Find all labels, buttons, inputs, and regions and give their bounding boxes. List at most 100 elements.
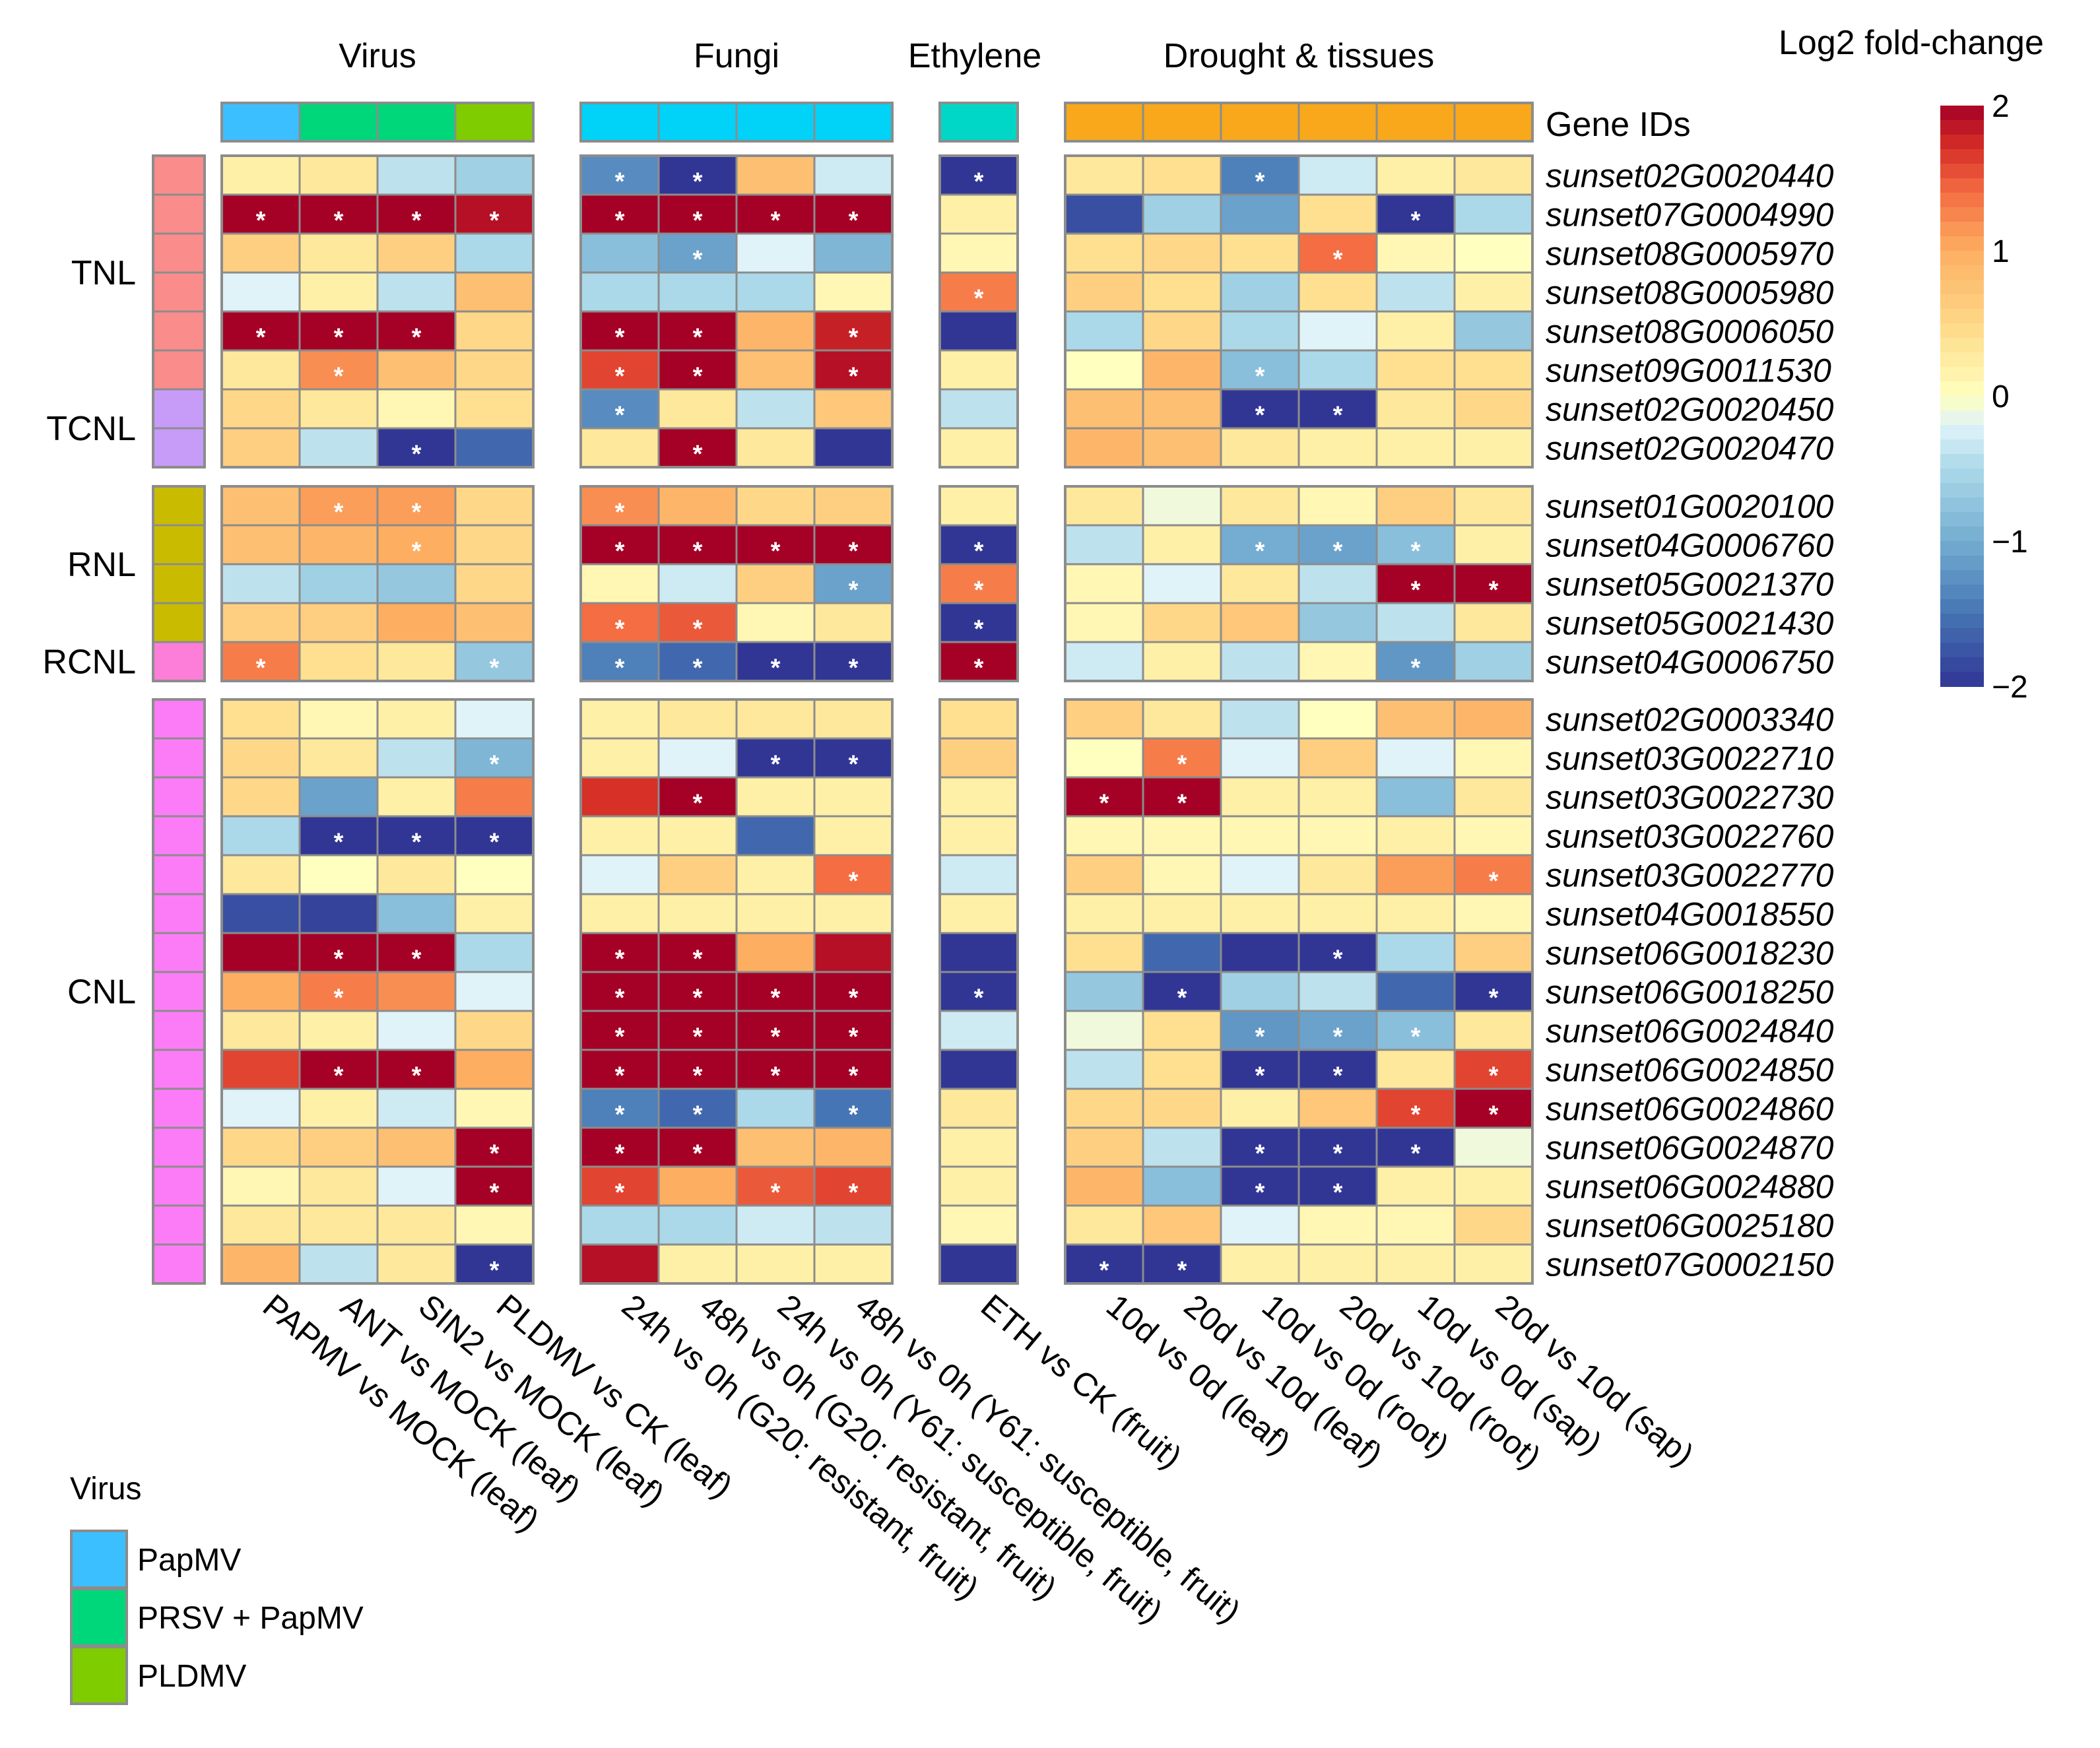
heatmap-cell [376, 971, 457, 1012]
significance-star: * [849, 538, 859, 566]
heatmap-cell [1375, 1204, 1456, 1246]
heatmap-cell [735, 698, 816, 740]
heatmap-cell [1297, 698, 1378, 740]
heatmap-cell [1064, 641, 1144, 682]
heatmap-cell [1220, 602, 1300, 643]
heatmap-cell [1297, 349, 1378, 391]
heatmap-cell [1220, 971, 1300, 1012]
significance-star: * [771, 751, 781, 779]
heatmap-cell [1064, 737, 1144, 779]
heatmap-cell [454, 1087, 535, 1129]
heatmap-cell [298, 776, 379, 818]
heatmap-block-border [938, 698, 1019, 1285]
heatmap-cell [454, 388, 535, 430]
heatmap-cell [813, 154, 894, 196]
color-scale-swatch [1940, 599, 1984, 614]
significance-star: * [693, 538, 703, 566]
heatmap-cell [220, 349, 301, 391]
heatmap-cell [298, 1010, 379, 1051]
gene-label: sunset06G0024870 [1546, 1130, 1834, 1167]
heatmap-cell [1064, 193, 1144, 235]
heatmap-cell [1064, 1087, 1144, 1129]
heatmap-cell [1220, 698, 1300, 740]
significance-star: * [490, 829, 500, 857]
heatmap-cell [735, 737, 816, 779]
heatmap-cell [454, 154, 535, 196]
row-annotation-cell [152, 388, 206, 430]
heatmap-cell [813, 1243, 894, 1285]
heatmap-cell [1142, 1204, 1222, 1246]
heatmap-cell [579, 485, 660, 527]
row-annotation-cell [152, 485, 206, 527]
row-annotation-cell [152, 1010, 206, 1051]
significance-star: * [771, 985, 781, 1012]
row-annotation-cell [152, 193, 206, 235]
heatmap-cell [1220, 854, 1300, 895]
heatmap-cell [1375, 602, 1456, 643]
heatmap-cell [657, 310, 738, 352]
heatmap-cell [1220, 641, 1300, 682]
color-scale-swatch [1940, 106, 1984, 121]
heatmap-cell [220, 815, 301, 857]
heatmap-cell [735, 893, 816, 934]
heatmap-cell [579, 524, 660, 566]
heatmap-cell [1064, 310, 1144, 352]
row-annotation-border [152, 154, 206, 469]
heatmap-cell [1453, 641, 1534, 682]
heatmap-cell [220, 154, 301, 196]
column-annotation-cell [657, 102, 738, 143]
heatmap-cell [735, 1126, 816, 1168]
heatmap-cell [1375, 310, 1456, 352]
heatmap-cell [298, 427, 379, 469]
color-scale-swatch [1940, 251, 1984, 266]
group-title: Ethylene [908, 37, 1041, 75]
heatmap-cell [454, 563, 535, 604]
heatmap-cell [1064, 232, 1144, 274]
heatmap-cell [376, 388, 457, 430]
row-annotation-border [152, 698, 206, 1285]
heatmap-cell [298, 310, 379, 352]
row-annotation-cell [152, 932, 206, 973]
significance-star: * [974, 285, 984, 313]
gene-label: sunset02G0020450 [1546, 391, 1834, 428]
heatmap-cell [1375, 737, 1456, 779]
heatmap-cell [1064, 349, 1144, 391]
row-annotation-cell [152, 698, 206, 740]
heatmap-cell [454, 1010, 535, 1051]
family-label: RCNL [42, 643, 136, 682]
heatmap-cell [220, 737, 301, 779]
heatmap-cell [735, 602, 816, 643]
heatmap-cell [735, 154, 816, 196]
group-title: Virus [339, 37, 416, 75]
significance-star: * [1177, 790, 1187, 818]
significance-star: * [1255, 1062, 1265, 1090]
heatmap-cell [1064, 776, 1144, 818]
column-annotation-cell [454, 102, 535, 143]
heatmap-cell [1453, 349, 1534, 391]
heatmap-cell [938, 232, 1019, 274]
heatmap-cell [376, 893, 457, 934]
significance-star: * [849, 363, 859, 391]
heatmap-cell [1297, 815, 1378, 857]
significance-star: * [849, 1179, 859, 1207]
heatmap-cell [1375, 815, 1456, 857]
heatmap-cell [1297, 427, 1378, 469]
heatmap-cell [1142, 1049, 1222, 1090]
significance-star: * [693, 168, 703, 196]
heatmap-cell [1142, 641, 1222, 682]
gene-label: sunset06G0024840 [1546, 1013, 1834, 1050]
heatmap-cell [735, 271, 816, 313]
significance-star: * [974, 616, 984, 643]
color-scale-swatch [1940, 672, 1984, 687]
gene-label: sunset03G0022710 [1546, 740, 1834, 777]
virus-legend-swatch [70, 1588, 128, 1647]
color-scale-swatch [1940, 483, 1984, 498]
significance-star: * [1333, 1023, 1343, 1051]
row-annotation-cell [152, 893, 206, 934]
heatmap-cell [1220, 271, 1300, 313]
heatmap-cell [454, 310, 535, 352]
gene-ids-annotation-label: Gene IDs [1546, 106, 1691, 144]
heatmap-cell [657, 1165, 738, 1207]
significance-star: * [849, 324, 859, 352]
row-annotation-cell [152, 524, 206, 566]
